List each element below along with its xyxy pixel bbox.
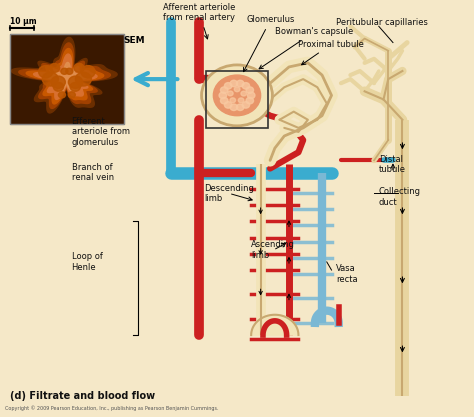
Circle shape (247, 92, 255, 99)
Circle shape (238, 98, 244, 103)
Circle shape (237, 80, 244, 87)
Circle shape (66, 68, 73, 74)
Circle shape (220, 87, 228, 93)
Text: Copyright © 2009 Pearson Education, Inc., publishing as Pearson Benjamin Cumming: Copyright © 2009 Pearson Education, Inc.… (5, 406, 219, 411)
Polygon shape (19, 43, 110, 108)
Text: Peritubular capillaries: Peritubular capillaries (336, 18, 428, 27)
Circle shape (51, 76, 65, 88)
Circle shape (224, 83, 232, 89)
Circle shape (49, 63, 60, 72)
Circle shape (70, 83, 81, 91)
Circle shape (230, 98, 236, 103)
Text: (d) Filtrate and blood flow: (d) Filtrate and blood flow (10, 391, 155, 401)
Circle shape (246, 98, 254, 104)
Circle shape (228, 91, 233, 96)
Text: Collecting
duct: Collecting duct (379, 187, 421, 207)
Polygon shape (11, 38, 117, 113)
Circle shape (42, 72, 58, 86)
Text: Glomerulus: Glomerulus (244, 15, 295, 72)
Text: Bowman's capsule: Bowman's capsule (259, 28, 353, 69)
Text: Afferent arteriole
from renal artery: Afferent arteriole from renal artery (163, 3, 236, 39)
Circle shape (53, 83, 64, 91)
Circle shape (230, 80, 237, 87)
Circle shape (219, 92, 227, 99)
Circle shape (58, 92, 65, 98)
Text: Descending
limb: Descending limb (204, 183, 254, 203)
Circle shape (234, 87, 240, 92)
Circle shape (220, 98, 228, 104)
Circle shape (81, 65, 95, 78)
Polygon shape (251, 315, 299, 335)
Circle shape (246, 87, 254, 93)
Text: Branch of
renal vein: Branch of renal vein (72, 163, 114, 182)
Text: Loop of
Henle: Loop of Henle (72, 252, 102, 271)
Text: 10 μm: 10 μm (10, 17, 37, 26)
Bar (10, 35, 124, 124)
Circle shape (242, 83, 250, 89)
Circle shape (230, 104, 237, 111)
Circle shape (74, 63, 84, 72)
Circle shape (38, 65, 53, 78)
Text: Ascending
limb: Ascending limb (251, 241, 295, 260)
Circle shape (201, 65, 273, 126)
Circle shape (213, 75, 261, 116)
Polygon shape (45, 63, 87, 93)
Polygon shape (26, 48, 104, 104)
Polygon shape (34, 54, 97, 99)
Circle shape (224, 102, 232, 108)
Circle shape (237, 104, 244, 111)
Text: SEM: SEM (124, 35, 145, 45)
Circle shape (75, 72, 91, 86)
Text: Efferent
arteriole from
glomerulus: Efferent arteriole from glomerulus (72, 117, 129, 147)
Circle shape (242, 102, 250, 108)
Text: Proximal tubule: Proximal tubule (299, 40, 365, 65)
Bar (206, 71, 268, 128)
Text: Vasa
recta: Vasa recta (336, 264, 358, 284)
Circle shape (61, 68, 68, 74)
Bar (10, 35, 124, 124)
Circle shape (68, 76, 82, 88)
Circle shape (241, 91, 246, 96)
Circle shape (68, 92, 75, 98)
Text: Distal
tubule: Distal tubule (379, 155, 406, 174)
